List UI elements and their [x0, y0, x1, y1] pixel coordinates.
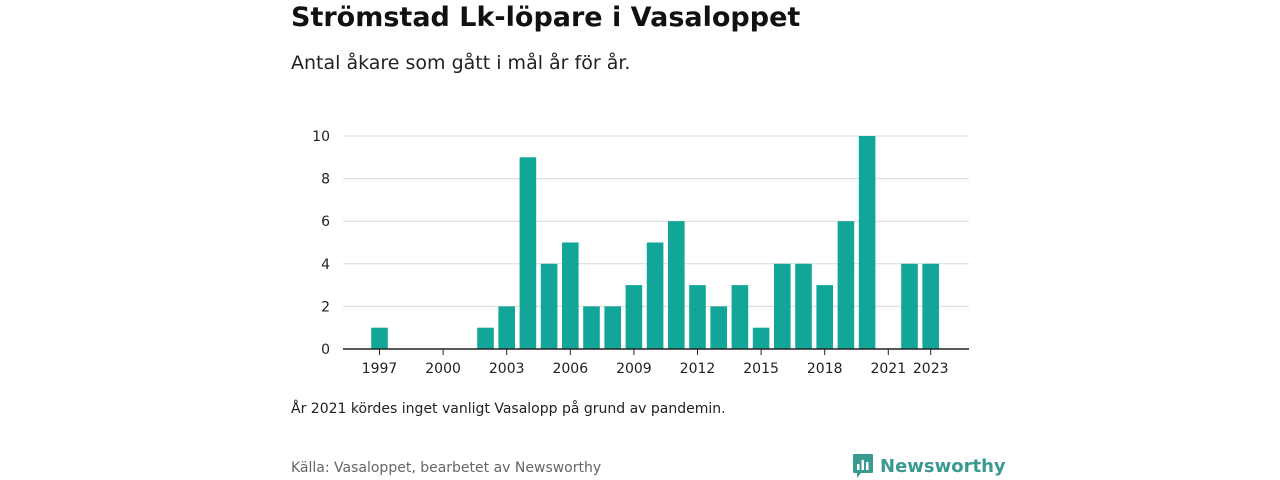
- newsworthy-logo: Newsworthy: [852, 452, 1006, 480]
- x-tick-label-2018: 2018: [807, 361, 843, 377]
- x-tick-label-2015: 2015: [743, 361, 779, 377]
- bar-2013: [710, 306, 727, 349]
- y-tick-label-2: 2: [321, 299, 330, 315]
- bar-2007: [583, 306, 600, 349]
- newsworthy-logo-icon: [853, 454, 873, 478]
- chart-title: Strömstad Lk-löpare i Vasaloppet: [291, 2, 801, 33]
- y-tick-label-0: 0: [321, 342, 330, 358]
- bar-2018: [816, 285, 833, 349]
- bar-2009: [625, 285, 643, 349]
- source-note: Källa: Vasaloppet, bearbetet av Newswort…: [291, 460, 602, 476]
- chart-subtitle: Antal åkare som gått i mål år för år.: [291, 52, 631, 74]
- bar-2019: [837, 221, 855, 349]
- x-tick-label-2006: 2006: [552, 361, 588, 377]
- bars: [371, 136, 939, 349]
- bar-2004: [519, 157, 537, 349]
- x-tick-label-2023: 2023: [913, 361, 949, 377]
- bar-1997: [371, 327, 388, 349]
- bar-2002: [477, 327, 494, 349]
- bar-chart: 0 2 4 6 8 10 1997 2000 2003 2006 2009 2012 2015 2018 2…: [312, 129, 969, 377]
- bar-2020: [858, 136, 876, 349]
- bar-2012: [689, 285, 706, 349]
- bar-2011: [668, 221, 685, 349]
- axes: 0 2 4 6 8 10 1997 2000 2003 2006 2009 2012 2015 2018 2…: [312, 129, 969, 377]
- logo-text: Newsworthy: [880, 455, 1006, 477]
- bar-2006: [562, 242, 579, 349]
- x-tick-label-2012: 2012: [680, 361, 716, 377]
- bar-2015: [752, 327, 770, 349]
- bar-2003: [498, 306, 515, 349]
- bar-2005: [540, 263, 558, 349]
- y-tick-label-6: 6: [321, 214, 330, 230]
- x-tick-label-2003: 2003: [489, 361, 525, 377]
- y-tick-label-8: 8: [321, 172, 330, 188]
- bar-2017: [795, 263, 812, 349]
- bar-2010: [646, 242, 664, 349]
- x-tick-label-1997: 1997: [362, 361, 398, 377]
- bar-2008: [604, 306, 621, 349]
- bar-2014: [731, 285, 749, 349]
- bar-2023: [922, 263, 939, 349]
- x-tick-label-2021: 2021: [870, 361, 906, 377]
- bar-2022: [901, 263, 918, 349]
- y-tick-label-10: 10: [312, 129, 330, 145]
- x-tick-label-2009: 2009: [616, 361, 652, 377]
- chart-footnote: År 2021 kördes inget vanligt Vasalopp på…: [291, 401, 726, 417]
- y-tick-label-4: 4: [321, 257, 330, 273]
- bar-2016: [774, 263, 791, 349]
- x-tick-label-2000: 2000: [425, 361, 461, 377]
